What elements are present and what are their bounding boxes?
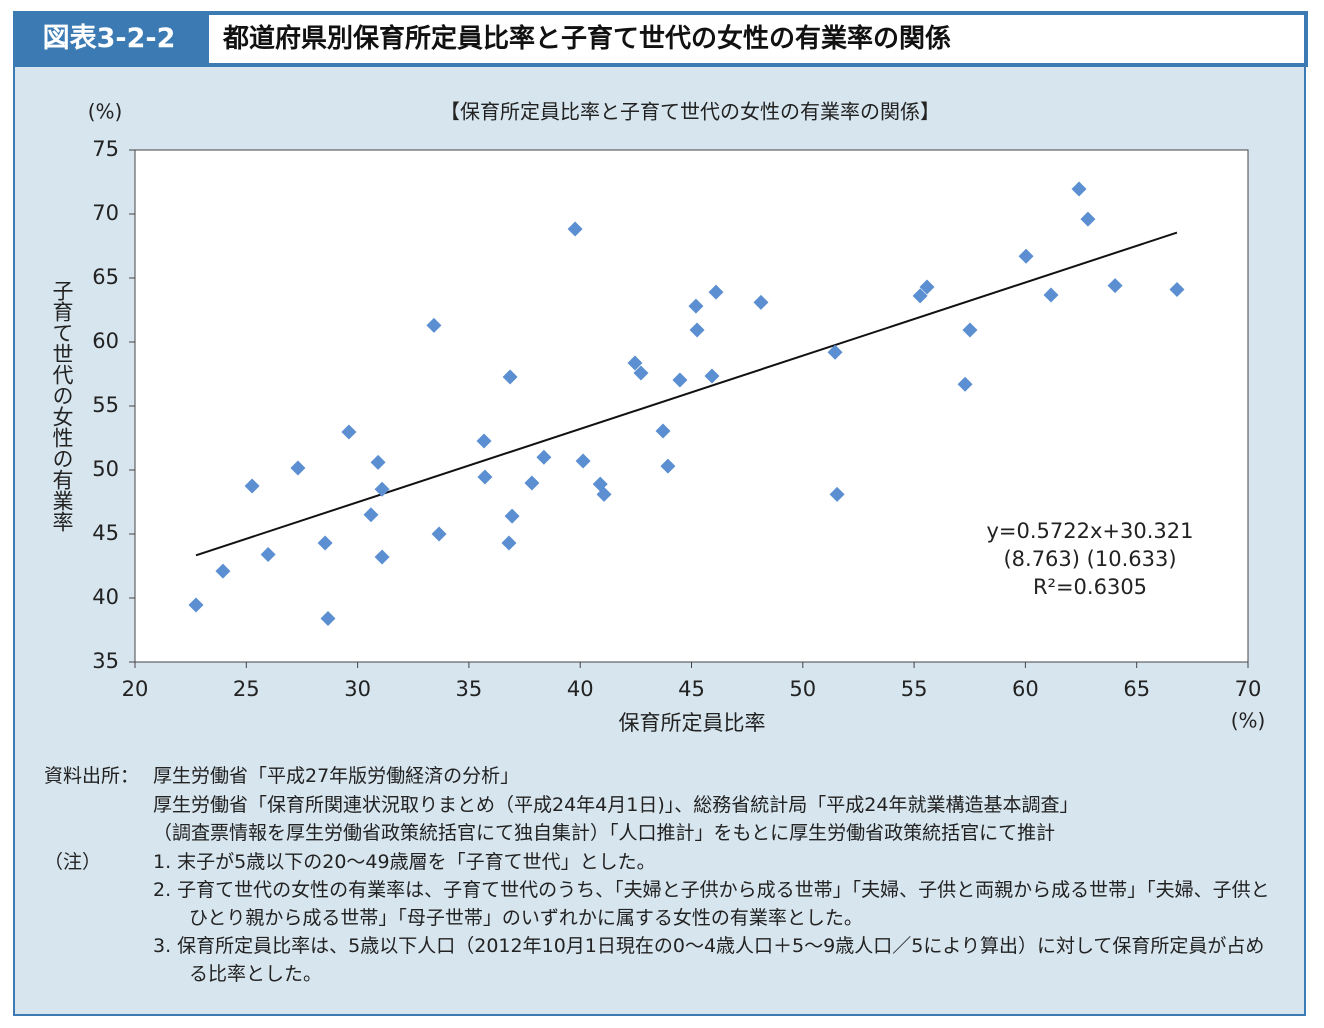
data-point [188,597,204,613]
data-point [753,294,769,310]
x-tick-label: 25 [233,677,260,701]
data-point [919,279,935,295]
x-tick-label: 40 [567,677,594,701]
data-point [575,453,591,469]
y-tick-label: 50 [92,457,119,481]
data-point [501,535,517,551]
data-point [1043,287,1059,303]
data-point [688,298,704,314]
data-point [502,369,518,385]
note-item: 2. 子育て世代の女性の有業率は、子育て世代のうち、「夫婦と子供から成る世帯」「… [153,879,1270,929]
data-point [633,365,649,381]
data-point [1071,181,1087,197]
data-point [244,478,260,494]
x-tick-label: 20 [122,677,149,701]
figure-label: 図表3-2-2 [42,23,176,54]
data-point [374,549,390,565]
chart: 【保育所定員比率と子育て世代の女性の有業率の関係】 (%) (%) 保育所定員比… [50,100,1266,736]
y-unit: (%) [88,100,123,124]
data-point [1169,282,1185,298]
plot-area [134,149,1249,663]
source-line: （調査票情報を厚生労働省政策統括官にて独自集計）「人口推計」をもとに厚生労働省政… [153,822,1056,844]
data-point [477,469,493,485]
data-point [962,322,978,338]
data-point [1107,278,1123,294]
data-point [215,563,231,579]
data-point [912,288,928,304]
std-errors: (8.763) (10.633) [1003,547,1176,571]
data-point [672,372,688,388]
data-point [374,481,390,497]
data-point [320,610,336,626]
data-point [504,508,520,524]
source-line: 厚生労働省「保育所関連状況取りまとめ（平成24年4月1日)」、総務省統計局「平成… [153,794,1079,816]
data-point [524,475,540,491]
x-tick-label: 45 [678,677,705,701]
x-axis-title: 保育所定員比率 [619,711,766,735]
x-tick-label: 65 [1123,677,1150,701]
r-squared: R²=0.6305 [1033,575,1147,599]
data-point [431,526,447,542]
data-point [660,458,676,474]
data-point [260,546,276,562]
note-item: 3. 保育所定員比率は、5歳以下人口（2012年10月1日現在の0～4歳人口＋5… [153,935,1265,985]
source-line: 厚生労働省「平成27年版労働経済の分析」 [153,765,520,787]
data-point [708,284,724,300]
trend-line [195,231,1178,557]
figure-title: 都道府県別保育所定員比率と子育て世代の女性の有業率の関係 [209,15,1304,63]
y-axis-title: 子育て世代の女性の有業率 [50,280,74,532]
y-tick-label: 65 [92,265,119,289]
data-point [829,486,845,502]
y-tick-label: 70 [92,201,119,225]
data-point [370,454,386,470]
x-tick-label: 60 [1012,677,1039,701]
x-tick-label: 70 [1235,677,1262,701]
data-point [655,423,671,439]
data-point [426,317,442,333]
data-point [290,460,306,476]
y-tick-label: 60 [92,329,119,353]
data-point [627,355,643,371]
data-point [704,368,720,384]
data-point [567,221,583,237]
data-point [363,507,379,523]
x-tick-label: 30 [344,677,371,701]
source-label: 資料出所： [44,765,140,787]
data-point [317,535,333,551]
x-tick-label: 55 [901,677,928,701]
y-tick-label: 40 [92,585,119,609]
y-tick-label: 55 [92,393,119,417]
chart-title: 【保育所定員比率と子育て世代の女性の有業率の関係】 [440,100,940,124]
x-tick-label: 35 [456,677,483,701]
data-point [596,486,612,502]
note-item: 1. 末子が5歳以下の20～49歳層を「子育て世代」とした。 [153,851,656,873]
x-tick-label: 50 [789,677,816,701]
data-point [341,424,357,440]
data-point [827,344,843,360]
x-unit: (%) [1231,709,1266,733]
y-tick-label: 35 [92,649,119,673]
data-point [957,376,973,392]
data-point [536,449,552,465]
y-tick-label: 45 [92,521,119,545]
data-point [1080,211,1096,227]
data-point [1018,248,1034,264]
data-point [689,322,705,338]
data-point [476,433,492,449]
note-label: （注） [44,851,102,873]
equation: y=0.5722x+30.321 [986,519,1193,543]
y-tick-label: 75 [92,137,119,161]
